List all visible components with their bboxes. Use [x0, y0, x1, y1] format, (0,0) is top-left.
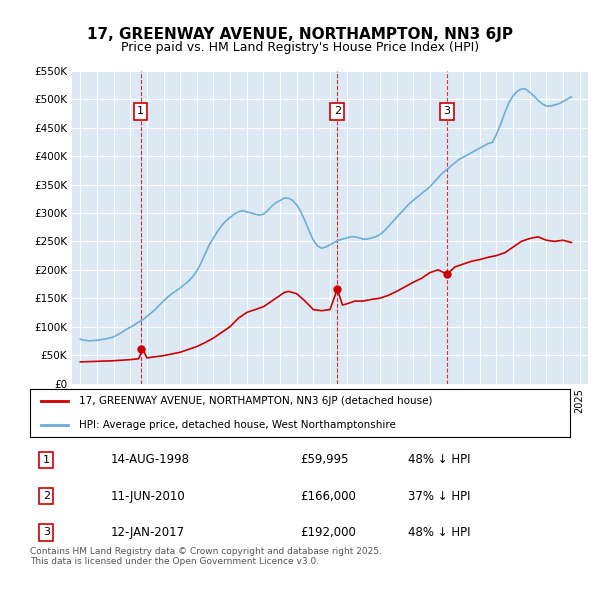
Text: 12-JAN-2017: 12-JAN-2017: [111, 526, 185, 539]
Text: Contains HM Land Registry data © Crown copyright and database right 2025.
This d: Contains HM Land Registry data © Crown c…: [30, 547, 382, 566]
Text: £59,995: £59,995: [300, 454, 349, 467]
Text: 1: 1: [137, 106, 144, 116]
Text: £166,000: £166,000: [300, 490, 356, 503]
Text: 48% ↓ HPI: 48% ↓ HPI: [408, 526, 470, 539]
Text: 3: 3: [43, 527, 50, 537]
Text: 2: 2: [43, 491, 50, 501]
Text: 37% ↓ HPI: 37% ↓ HPI: [408, 490, 470, 503]
Text: 1: 1: [43, 455, 50, 465]
Text: 2: 2: [334, 106, 341, 116]
Text: 11-JUN-2010: 11-JUN-2010: [111, 490, 186, 503]
Text: Price paid vs. HM Land Registry's House Price Index (HPI): Price paid vs. HM Land Registry's House …: [121, 41, 479, 54]
Text: £192,000: £192,000: [300, 526, 356, 539]
Text: 48% ↓ HPI: 48% ↓ HPI: [408, 454, 470, 467]
Text: 17, GREENWAY AVENUE, NORTHAMPTON, NN3 6JP (detached house): 17, GREENWAY AVENUE, NORTHAMPTON, NN3 6J…: [79, 396, 432, 406]
Text: HPI: Average price, detached house, West Northamptonshire: HPI: Average price, detached house, West…: [79, 420, 395, 430]
Text: 17, GREENWAY AVENUE, NORTHAMPTON, NN3 6JP: 17, GREENWAY AVENUE, NORTHAMPTON, NN3 6J…: [87, 27, 513, 41]
Text: 3: 3: [443, 106, 451, 116]
Text: 14-AUG-1998: 14-AUG-1998: [111, 454, 190, 467]
